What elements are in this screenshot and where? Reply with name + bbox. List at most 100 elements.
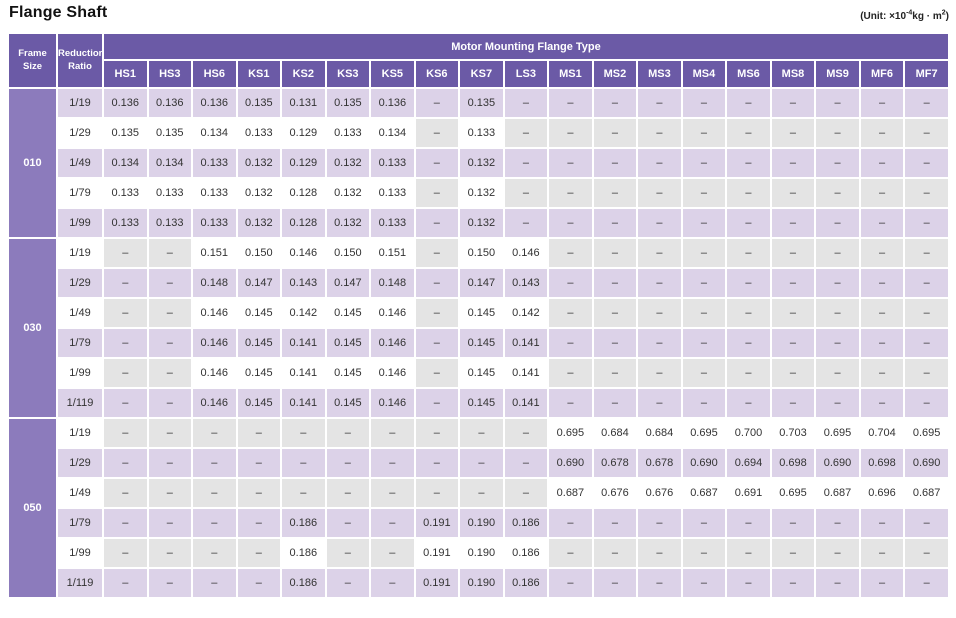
table-row: 1/29 0.135 0.135 0.134 0.133 0.129 0.133 0.134–…	[8, 117, 950, 149]
value-cell: 0.146	[369, 357, 416, 389]
value-cell: –	[814, 507, 861, 539]
value-cell: –	[814, 207, 861, 239]
value-cell: –	[413, 357, 461, 389]
value-cell: –	[413, 87, 461, 119]
value-cell: 0.146	[191, 357, 238, 389]
value-cell: –	[814, 387, 861, 419]
value-cell: –	[146, 417, 194, 449]
value-cell: 0.133	[458, 117, 505, 149]
value-cell: –	[369, 477, 416, 509]
value-cell: 0.150	[458, 237, 505, 269]
flange-column-header: MS9	[814, 59, 861, 89]
value-cell: 0.687	[903, 477, 950, 509]
value-cell: 0.186	[280, 507, 327, 539]
value-cell: 0.143	[280, 267, 327, 299]
value-cell: –	[903, 537, 950, 569]
reduction-ratio-cell: 1/29	[56, 267, 104, 299]
value-cell: –	[725, 267, 772, 299]
value-cell: –	[413, 207, 461, 239]
value-cell: –	[146, 567, 194, 599]
value-cell: –	[547, 267, 594, 299]
value-cell: –	[858, 207, 906, 239]
value-cell: 0.703	[769, 417, 817, 449]
value-cell: 0.684	[591, 417, 639, 449]
value-cell: –	[324, 477, 372, 509]
value-cell: 0.696	[858, 477, 906, 509]
value-cell: 0.150	[324, 237, 372, 269]
flange-column-header: MS6	[725, 59, 772, 89]
value-cell: –	[591, 327, 639, 359]
value-cell: –	[591, 567, 639, 599]
value-cell: 0.134	[369, 117, 416, 149]
table-row: 1/79– –0.146 0.145 0.141 0.145 0.146–0.145 0.1…	[8, 327, 950, 359]
value-cell: 0.147	[235, 267, 283, 299]
flange-column-header: KS5	[369, 59, 416, 89]
value-cell: –	[725, 507, 772, 539]
value-cell: –	[547, 537, 594, 569]
flange-column-header: KS6	[413, 59, 461, 89]
value-cell: –	[413, 297, 461, 329]
flange-column-header: MS4	[680, 59, 728, 89]
value-cell: –	[458, 447, 505, 479]
reduction-ratio-cell: 1/19	[56, 417, 104, 449]
flange-shaft-table: Frame Size Reduction Ratio Motor Mountin…	[7, 32, 950, 599]
value-cell: 0.135	[146, 117, 194, 149]
value-cell: –	[369, 507, 416, 539]
value-cell: –	[814, 177, 861, 209]
table-row: 1/99– –0.146 0.145 0.141 0.145 0.146–0.145 0.1…	[8, 357, 950, 389]
value-cell: –	[636, 177, 683, 209]
value-cell: –	[591, 117, 639, 149]
value-cell: 0.132	[324, 147, 372, 179]
value-cell: –	[591, 507, 639, 539]
value-cell: 0.134	[191, 117, 238, 149]
value-cell: –	[858, 387, 906, 419]
value-cell: –	[725, 147, 772, 179]
value-cell: –	[191, 447, 238, 479]
value-cell: 0.687	[547, 477, 594, 509]
value-cell: 0.690	[903, 447, 950, 479]
value-cell: 0.704	[858, 417, 906, 449]
value-cell: –	[235, 477, 283, 509]
value-cell: –	[636, 147, 683, 179]
value-cell: –	[191, 537, 238, 569]
value-cell: 0.142	[502, 297, 550, 329]
frame-size-cell: 030	[7, 237, 58, 419]
value-cell: –	[146, 267, 194, 299]
value-cell: –	[502, 117, 550, 149]
reduction-ratio-cell: 1/79	[56, 507, 104, 539]
frame-size-header: Frame Size	[7, 32, 58, 89]
frame-size-cell: 050	[7, 417, 58, 599]
value-cell: 0.151	[191, 237, 238, 269]
value-cell: 0.145	[324, 357, 372, 389]
value-cell: –	[680, 507, 728, 539]
value-cell: –	[413, 267, 461, 299]
value-cell: –	[102, 477, 149, 509]
flange-column-header: KS1	[235, 59, 283, 89]
value-cell: –	[725, 87, 772, 119]
value-cell: –	[547, 297, 594, 329]
value-cell: –	[636, 357, 683, 389]
value-cell: –	[903, 387, 950, 419]
value-cell: –	[369, 537, 416, 569]
value-cell: –	[725, 237, 772, 269]
value-cell: –	[324, 417, 372, 449]
value-cell: 0.141	[502, 327, 550, 359]
value-cell: –	[680, 237, 728, 269]
value-cell: –	[903, 237, 950, 269]
reduction-ratio-cell: 1/119	[56, 567, 104, 599]
value-cell: –	[858, 537, 906, 569]
value-cell: –	[146, 327, 194, 359]
value-cell: –	[814, 147, 861, 179]
value-cell: 0.141	[502, 387, 550, 419]
value-cell: –	[636, 237, 683, 269]
value-cell: –	[814, 537, 861, 569]
value-cell: 0.141	[280, 387, 327, 419]
value-cell: 0.186	[280, 567, 327, 599]
value-cell: –	[636, 117, 683, 149]
value-cell: 0.145	[458, 327, 505, 359]
value-cell: –	[191, 477, 238, 509]
value-cell: –	[547, 207, 594, 239]
value-cell: –	[769, 387, 817, 419]
frame-size-cell: 010	[7, 87, 58, 239]
value-cell: 0.191	[413, 567, 461, 599]
